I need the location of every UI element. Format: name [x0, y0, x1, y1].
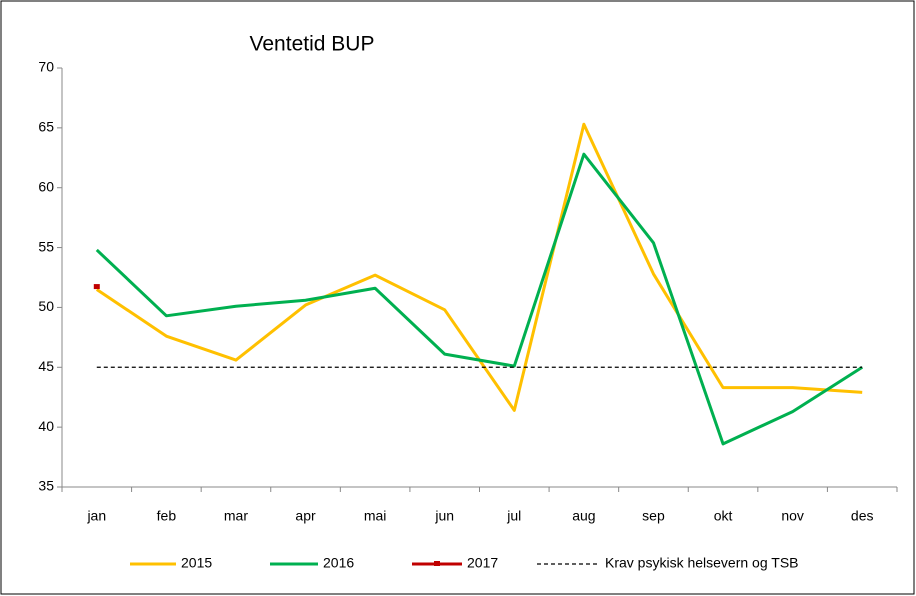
- y-tick-label: 45: [38, 358, 54, 374]
- x-tick-label: aug: [572, 508, 595, 524]
- legend-label: 2017: [467, 555, 498, 571]
- legend-label: 2016: [323, 555, 354, 571]
- legend-label: 2015: [181, 555, 212, 571]
- legend-marker: [434, 561, 440, 566]
- x-tick-label: des: [851, 508, 874, 524]
- legend-label: Krav psykisk helsevern og TSB: [605, 555, 799, 571]
- series-line: [95, 152, 864, 446]
- y-tick-label: 55: [38, 238, 54, 254]
- x-tick-label: jul: [506, 508, 521, 524]
- x-tick-label: nov: [781, 508, 804, 524]
- x-tick-label: apr: [295, 508, 316, 524]
- x-tick-label: feb: [157, 508, 177, 524]
- y-tick-label: 40: [38, 418, 54, 434]
- point-marker: [93, 284, 100, 290]
- x-tick-label: jun: [434, 508, 454, 524]
- y-tick-label: 50: [38, 298, 54, 314]
- y-tick-label: 60: [38, 178, 54, 194]
- y-tick-label: 35: [38, 478, 54, 494]
- x-tick-label: mai: [364, 508, 387, 524]
- y-tick-label: 70: [38, 59, 54, 75]
- chart-title: Ventetid BUP: [250, 33, 375, 56]
- x-tick-label: mar: [224, 508, 248, 524]
- x-tick-label: sep: [642, 508, 665, 524]
- x-tick-label: okt: [714, 508, 733, 524]
- y-tick-label: 65: [38, 119, 54, 135]
- x-tick-label: jan: [86, 508, 106, 524]
